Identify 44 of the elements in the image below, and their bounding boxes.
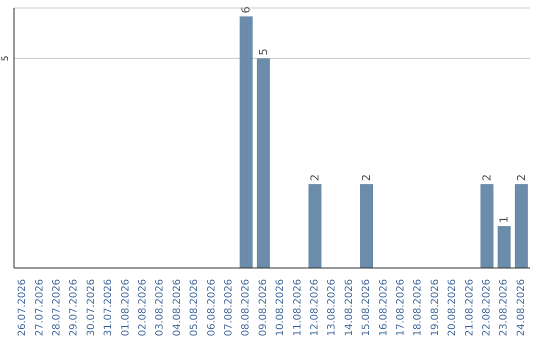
x-tick-label: 11.08.2026 bbox=[292, 279, 304, 336]
x-tick-label: 28.07.2026 bbox=[52, 279, 62, 336]
x-tick-label: 18.08.2026 bbox=[412, 279, 424, 336]
data-label: 5 bbox=[256, 48, 270, 56]
x-tick-label: 23.08.2026 bbox=[498, 279, 510, 336]
x-tick-label: 08.08.2026 bbox=[240, 279, 252, 336]
data-label: 2 bbox=[514, 174, 528, 182]
x-tick-label: 14.08.2026 bbox=[344, 279, 355, 336]
bar bbox=[240, 16, 253, 268]
x-tick-label: 15.08.2026 bbox=[361, 279, 372, 336]
x-tick-label: 30.07.2026 bbox=[86, 279, 97, 336]
data-label: 2 bbox=[480, 174, 494, 182]
x-tick-label: 13.08.2026 bbox=[326, 279, 338, 336]
bar bbox=[256, 58, 270, 268]
bar bbox=[498, 226, 511, 268]
data-label: 2 bbox=[360, 174, 374, 182]
x-tick-label: 06.08.2026 bbox=[206, 279, 218, 336]
x-tick-label: 21.08.2026 bbox=[464, 279, 476, 336]
bar bbox=[308, 184, 322, 268]
x-tick-label: 31.07.2026 bbox=[103, 279, 114, 336]
data-label: 1 bbox=[498, 216, 511, 224]
bar bbox=[480, 184, 494, 268]
x-tick-label: 12.08.2026 bbox=[310, 279, 320, 336]
x-tick-label: 03.08.2026 bbox=[154, 279, 166, 336]
x-tick-label: 17.08.2026 bbox=[396, 279, 406, 336]
x-tick-label: 22.08.2026 bbox=[482, 279, 492, 336]
bar bbox=[360, 184, 374, 268]
x-tick-label: 04.08.2026 bbox=[172, 279, 183, 336]
x-tick-label: 27.07.2026 bbox=[34, 279, 46, 336]
x-tick-label: 09.08.2026 bbox=[258, 279, 269, 336]
data-label: 2 bbox=[308, 174, 322, 182]
x-tick-label: 16.08.2026 bbox=[378, 279, 390, 336]
x-tick-label: 24.08.2026 bbox=[516, 279, 527, 336]
x-tick-label: 05.08.2026 bbox=[189, 279, 200, 336]
bar bbox=[514, 184, 528, 268]
x-tick-label: 20.08.2026 bbox=[447, 279, 458, 336]
x-tick-label: 10.08.2026 bbox=[275, 279, 286, 336]
x-tick-label: 02.08.2026 bbox=[138, 279, 148, 336]
x-tick-label: 07.08.2026 bbox=[224, 279, 234, 336]
x-tick-label: 01.08.2026 bbox=[120, 279, 132, 336]
data-label: 6 bbox=[240, 6, 253, 14]
x-tick-label: 26.07.2026 bbox=[17, 279, 28, 336]
x-tick-label: 29.07.2026 bbox=[68, 279, 80, 336]
x-tick-label: 19.08.2026 bbox=[430, 279, 441, 336]
